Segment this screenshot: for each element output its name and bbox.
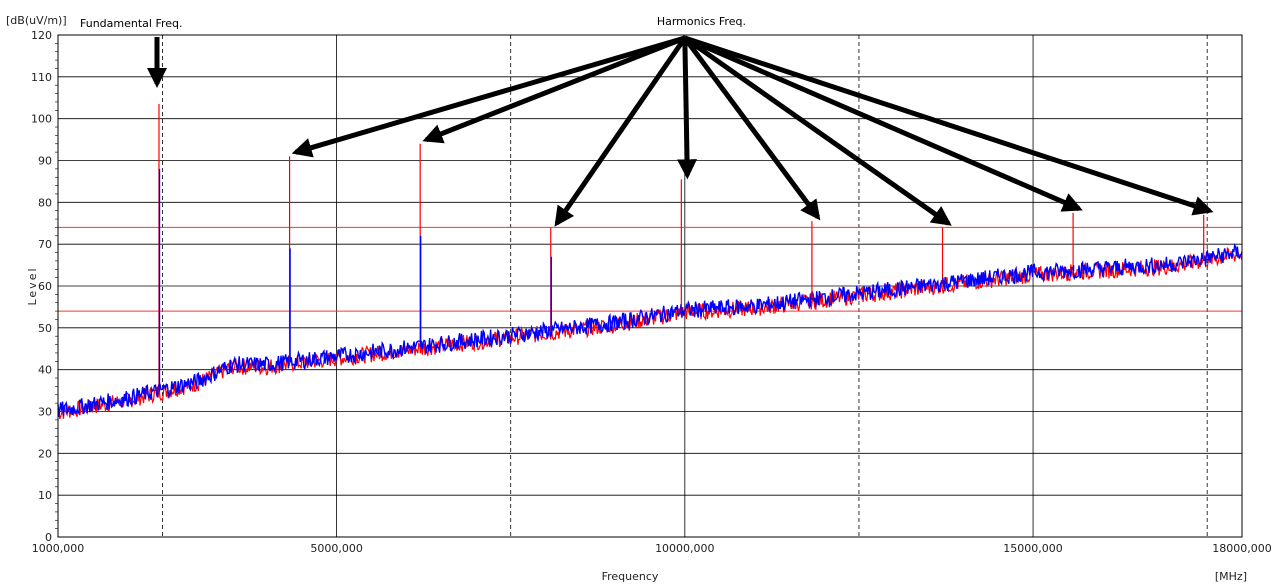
y-unit-label: [dB(uV/m)] (6, 14, 67, 27)
harmonics-arrow (684, 35, 1214, 216)
y-tick-label: 80 (38, 196, 52, 209)
harmonics-freq-label: Harmonics Freq. (657, 15, 746, 28)
y-tick-label: 0 (45, 531, 52, 544)
y-axis-title: Level (26, 266, 39, 305)
x-axis-title: Frequency (602, 570, 659, 583)
y-tick-label: 30 (38, 406, 52, 419)
harmonics-arrow (682, 36, 821, 221)
y-tick-label: 100 (31, 113, 52, 126)
x-unit-label: [MHz] (1215, 570, 1247, 583)
harmonics-arrow (683, 35, 1083, 212)
harmonics-arrow (683, 35, 952, 226)
fundamental-freq-label: Fundamental Freq. (80, 17, 183, 30)
harmonic-peaks (158, 104, 1205, 392)
x-tick-label: 5000,000 (310, 542, 363, 555)
harmonics-arrow (422, 35, 686, 144)
limit-lines (58, 226, 1242, 312)
y-tick-label: 120 (31, 29, 52, 42)
spectrum-traces (57, 242, 1243, 420)
y-tick-label: 10 (38, 489, 52, 502)
y-tick-label: 70 (38, 238, 52, 251)
axes: 0 10 20 30 40 50 60 70 80 90 100 110 120 1000,000 5000… (6, 14, 1272, 583)
x-tick-label: 1000,000 (32, 542, 85, 555)
x-tick-label: 18000,000 (1212, 542, 1272, 555)
y-tick-label: 50 (38, 322, 52, 335)
grid (58, 34, 1242, 538)
harmonics-arrow (554, 36, 687, 227)
harmonics-arrow (677, 37, 698, 180)
x-tick-label: 10000,000 (655, 542, 715, 555)
y-tick-label: 40 (38, 364, 52, 377)
annotations: Fundamental Freq. Harmonics Freq. (80, 15, 1214, 227)
average-trace-noise (57, 242, 1243, 417)
y-tick-label: 60 (38, 280, 52, 293)
plot-frame (57, 34, 1243, 538)
harmonics-arrow (291, 35, 686, 158)
x-tick-label: 15000,000 (1003, 542, 1063, 555)
y-tick-label: 110 (31, 71, 52, 84)
y-tick-label: 90 (38, 155, 52, 168)
y-tick-label: 20 (38, 447, 52, 460)
